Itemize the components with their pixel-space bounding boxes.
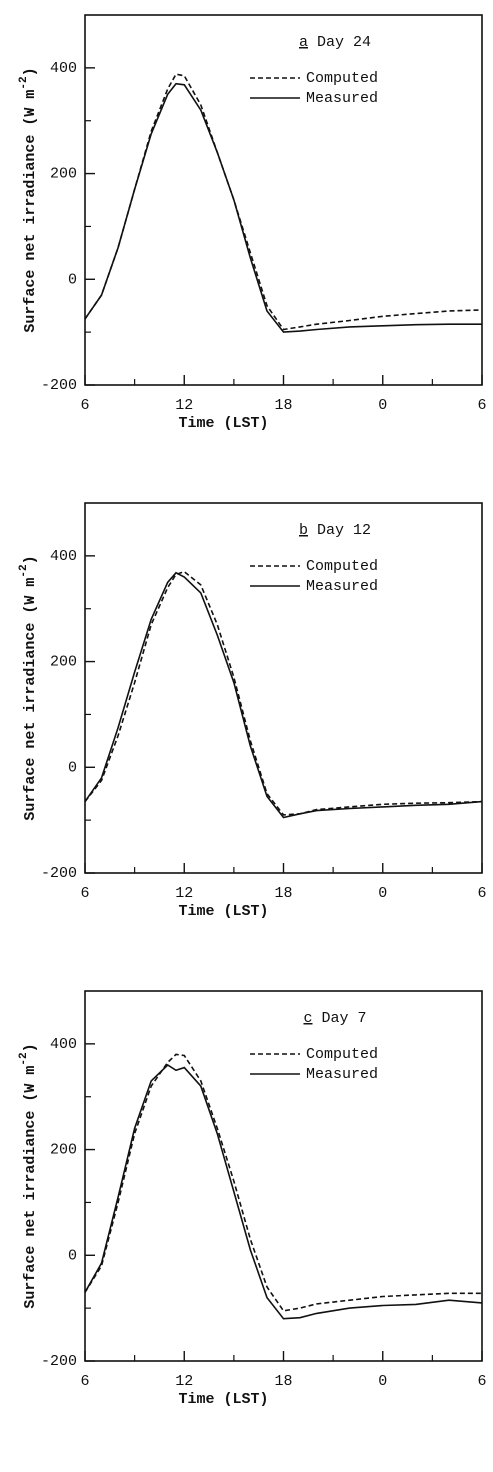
y-tick-label: -200 [41, 377, 77, 394]
x-tick-label: 18 [274, 1373, 292, 1390]
y-axis-label-sup: -2 [18, 1052, 30, 1065]
x-tick-label: 6 [80, 1373, 89, 1390]
panel-title: c Day 7 [303, 1010, 366, 1027]
series-line [84, 82, 482, 333]
panel-letter: a [299, 34, 308, 51]
panel-letter: b [299, 522, 308, 539]
panel-title: b Day 12 [299, 522, 371, 539]
y-tick-label: 400 [50, 1036, 77, 1053]
y-tick-label: 200 [50, 1142, 77, 1159]
y-axis-label: Surface net irradiance (W m-2) [18, 1043, 39, 1308]
chart-panel: -200 0 200 400 6 12 18 0 6 Time (LST) Surface net … [18, 502, 487, 920]
y-axis-label-sup: -2 [18, 76, 30, 89]
legend-label: Computed [306, 1046, 378, 1063]
y-axis-label-sup: -2 [18, 564, 30, 577]
x-tick-label: 12 [175, 397, 193, 414]
series-line [84, 1063, 483, 1320]
y-tick-label: 200 [50, 166, 77, 183]
y-axis-label-end: ) [22, 555, 39, 564]
x-tick-label: 6 [477, 885, 486, 902]
y-axis-label-main: Surface net irradiance (W m [22, 90, 39, 333]
y-axis-label-main: Surface net irradiance (W m [22, 578, 39, 821]
y-tick-label: 0 [68, 759, 77, 776]
x-tick-label: 0 [378, 397, 387, 414]
x-tick-label: 6 [477, 1373, 486, 1390]
chart-panel: -200 0 200 400 6 12 18 0 6 Time (LST) Surface net … [18, 14, 487, 432]
x-tick-label: 12 [175, 885, 193, 902]
x-tick-label: 6 [80, 397, 89, 414]
x-tick-label: 0 [378, 1373, 387, 1390]
y-axis-label-main: Surface net irradiance (W m [22, 1066, 39, 1309]
legend-label: Measured [306, 1066, 378, 1083]
panel-day: Day 24 [317, 34, 371, 51]
y-tick-label: 0 [68, 1247, 77, 1264]
x-tick-label: 6 [80, 885, 89, 902]
panel-day: Day 7 [322, 1010, 367, 1027]
series-line [84, 1053, 482, 1312]
y-tick-label: 0 [68, 271, 77, 288]
x-axis-label: Time (LST) [178, 903, 268, 920]
chart-panel: -200 0 200 400 6 12 18 0 6 Time (LST) Surface net … [18, 990, 487, 1408]
y-tick-label: -200 [41, 865, 77, 882]
y-axis-label: Surface net irradiance (W m-2) [18, 555, 39, 820]
y-tick-label: 400 [50, 60, 77, 77]
y-tick-label: 200 [50, 654, 77, 671]
legend-label: Computed [306, 558, 378, 575]
y-axis-label-end: ) [22, 1043, 39, 1052]
x-tick-label: 0 [378, 885, 387, 902]
y-tick-label: 400 [50, 548, 77, 565]
legend-label: Measured [306, 90, 378, 107]
legend-label: Measured [306, 578, 378, 595]
x-tick-label: 18 [274, 397, 292, 414]
series-line [84, 570, 483, 816]
x-axis-label: Time (LST) [178, 1391, 268, 1408]
panel-day: Day 12 [317, 522, 371, 539]
y-axis-label-end: ) [22, 67, 39, 76]
panel-letter: c [303, 1010, 312, 1027]
legend-label: Computed [306, 70, 378, 87]
x-tick-label: 18 [274, 885, 292, 902]
y-axis-label: Surface net irradiance (W m-2) [18, 67, 39, 332]
series-line [84, 73, 483, 331]
x-axis-label: Time (LST) [178, 415, 268, 432]
series-line [84, 571, 483, 819]
panel-title: a Day 24 [299, 34, 371, 51]
x-tick-label: 6 [477, 397, 486, 414]
plot-frame [84, 990, 483, 1362]
y-tick-label: -200 [41, 1353, 77, 1370]
x-tick-label: 12 [175, 1373, 193, 1390]
